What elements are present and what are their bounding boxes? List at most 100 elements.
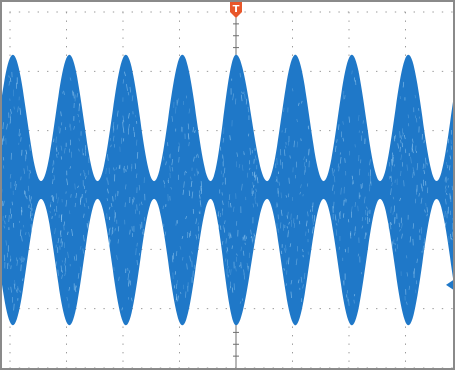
waveform-texture-streak [199, 194, 201, 199]
waveform-texture-streak [133, 131, 136, 137]
waveform-texture-streak [20, 137, 22, 142]
waveform-texture-streak [404, 148, 407, 153]
waveform-texture-streak [50, 195, 53, 198]
waveform-texture-streak [165, 161, 167, 166]
waveform-texture-streak [290, 280, 293, 285]
waveform-texture-streak [399, 146, 401, 153]
waveform-texture-streak [392, 157, 394, 163]
waveform-texture-streak [49, 201, 52, 208]
waveform-texture-streak [10, 213, 12, 219]
waveform-texture-streak [175, 220, 178, 226]
waveform-texture-streak [348, 299, 350, 306]
waveform-texture-streak [116, 124, 119, 130]
waveform-texture-streak [235, 266, 237, 272]
waveform-texture-streak [193, 156, 195, 162]
waveform-texture-streak [169, 165, 171, 172]
waveform-texture-streak [252, 171, 254, 176]
waveform-texture-streak [112, 196, 114, 202]
waveform-texture-streak [116, 110, 119, 117]
waveform-texture-streak [177, 295, 179, 302]
waveform-texture-streak [83, 213, 85, 218]
waveform-texture-streak [105, 168, 107, 175]
waveform-texture-streak [422, 245, 424, 253]
waveform-texture-streak [13, 303, 15, 311]
waveform-texture-streak [293, 140, 295, 148]
waveform-texture-streak [406, 272, 409, 277]
waveform-texture-streak [230, 269, 232, 276]
waveform-texture-streak [185, 170, 187, 174]
waveform-texture-streak [122, 115, 125, 123]
waveform-texture-streak [402, 81, 405, 88]
waveform-texture-streak [275, 179, 278, 182]
waveform-texture-streak [122, 126, 125, 133]
waveform-texture-streak [396, 237, 398, 242]
waveform-texture-streak [113, 229, 115, 233]
waveform-texture-streak [130, 297, 133, 302]
waveform-texture-streak [336, 223, 338, 226]
waveform-texture-streak [222, 182, 224, 185]
waveform-texture-streak [398, 222, 401, 228]
waveform-texture-streak [338, 166, 340, 172]
waveform-texture-streak [29, 207, 31, 210]
waveform-texture-streak [127, 273, 130, 280]
waveform-texture-streak [399, 228, 401, 232]
waveform-texture-streak [332, 184, 334, 191]
waveform-texture-streak [217, 211, 220, 217]
waveform-texture-streak [312, 219, 314, 226]
waveform-texture-streak [131, 95, 134, 102]
waveform-envelope [0, 54, 455, 326]
waveform-texture-streak [303, 156, 305, 161]
waveform-texture-streak [307, 211, 309, 217]
waveform-texture-streak [370, 181, 373, 186]
waveform-texture-streak [286, 215, 289, 220]
waveform-texture-streak [28, 232, 30, 237]
waveform-texture-streak [308, 148, 310, 155]
waveform-texture-streak [390, 175, 392, 179]
waveform-texture-streak [393, 164, 396, 167]
waveform-texture-streak [348, 116, 350, 123]
waveform-texture-streak [3, 136, 5, 141]
waveform-texture-streak [3, 200, 5, 206]
waveform-texture-streak [25, 149, 28, 155]
waveform-texture-streak [6, 123, 8, 130]
waveform-texture-streak [108, 228, 111, 235]
waveform-texture-streak [307, 126, 309, 130]
waveform-texture-streak [128, 123, 130, 130]
waveform-texture-streak [107, 188, 109, 194]
waveform-texture-streak [54, 228, 56, 234]
waveform-texture-streak [401, 233, 403, 239]
waveform-texture-streak [199, 200, 202, 206]
waveform-texture-streak [280, 209, 283, 216]
waveform-texture-streak [390, 188, 392, 196]
waveform-texture-streak [122, 138, 125, 142]
waveform-texture-streak [236, 152, 239, 157]
waveform-texture-streak [76, 93, 78, 98]
waveform-texture-streak [4, 220, 6, 225]
waveform-texture-streak [56, 153, 58, 158]
waveform-texture-streak [129, 229, 131, 235]
waveform-texture-streak [171, 158, 174, 166]
waveform-texture-streak [3, 225, 5, 229]
waveform-texture-streak [296, 118, 298, 123]
waveform-texture-streak [304, 170, 306, 175]
waveform-texture-streak [307, 125, 310, 130]
waveform-texture-streak [337, 163, 340, 168]
waveform-texture-streak [224, 220, 226, 225]
waveform-texture-streak [342, 121, 344, 125]
waveform-texture-streak [74, 183, 76, 190]
waveform-texture-streak [256, 202, 259, 207]
waveform-texture-streak [388, 176, 391, 180]
waveform-texture-streak [254, 175, 257, 181]
markers: T [230, 1, 455, 291]
waveform-texture-streak [178, 142, 180, 146]
waveform-texture-streak [253, 184, 255, 188]
waveform-texture-streak [26, 196, 28, 200]
waveform-texture-streak [365, 232, 368, 236]
waveform-texture-streak [369, 159, 371, 166]
waveform-texture-streak [339, 212, 341, 219]
waveform-texture-streak [283, 268, 285, 271]
waveform-texture-streak [300, 276, 303, 283]
waveform-texture-streak [55, 147, 58, 152]
waveform-texture-streak [29, 198, 32, 204]
